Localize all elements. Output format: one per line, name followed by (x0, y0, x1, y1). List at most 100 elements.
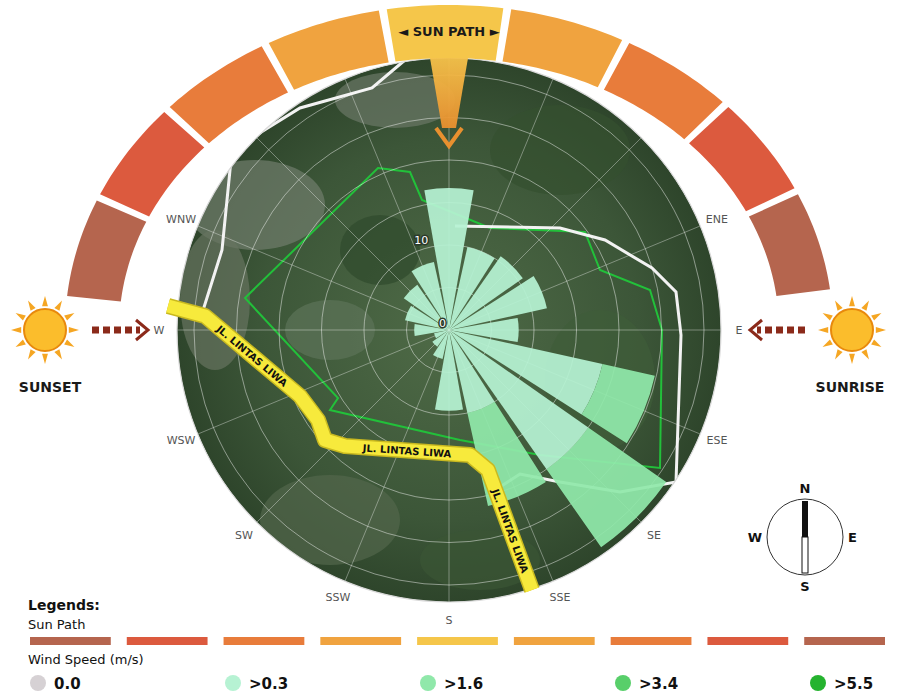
legend-label: Sun Path (28, 617, 85, 632)
legend-swatch (514, 637, 595, 645)
legend-swatch (420, 675, 436, 691)
petal (434, 333, 436, 338)
sun-arrow-head (750, 320, 762, 340)
petal (414, 324, 416, 336)
sun-icon (818, 296, 886, 364)
figure: JL. LINTAS LIWAJL. LINTAS LIWAJL. LINTAS… (0, 0, 897, 697)
petal (547, 428, 667, 548)
petal (412, 262, 434, 271)
legend-swatch (611, 637, 692, 645)
sun-path-label: ◄ SUN PATH ► (398, 24, 500, 39)
petal (414, 324, 416, 336)
petal (501, 256, 523, 278)
sun-ray (849, 354, 855, 364)
petal (518, 318, 519, 342)
sun-path-segment (604, 43, 723, 139)
petal (435, 410, 463, 411)
sun-ray (871, 339, 881, 347)
map-background (177, 58, 721, 602)
legend-swatch (30, 675, 46, 691)
petal (467, 247, 494, 258)
road-label: JL. LINTAS LIWA (214, 323, 290, 389)
direction-label: SW (235, 529, 253, 542)
petal (424, 188, 473, 190)
sun-path-segment (503, 9, 623, 87)
compass-label: N (800, 481, 811, 496)
sun-path-segment (100, 112, 204, 217)
road (168, 306, 532, 590)
sun-ray (11, 327, 21, 333)
sun-ray (818, 327, 828, 333)
petal (501, 256, 523, 278)
petal (435, 410, 463, 411)
sun-ray (16, 339, 26, 347)
petal (467, 247, 494, 258)
sun-ray (28, 301, 36, 311)
direction-label: E (736, 324, 743, 337)
direction-label: S (446, 614, 453, 627)
petal (433, 355, 443, 359)
sun-disc (831, 309, 873, 351)
sun-path (67, 5, 830, 302)
sun-ray (16, 313, 26, 321)
direction-label: WNW (166, 213, 196, 226)
sun-funnel (430, 58, 468, 128)
map-patch (340, 215, 420, 285)
petal (627, 376, 655, 444)
sun-ray (64, 339, 74, 347)
sun-ray (69, 327, 79, 333)
petal (435, 410, 463, 411)
petal (433, 355, 443, 359)
petal (501, 256, 523, 278)
road-edge (168, 306, 532, 590)
tick-label: 10 (414, 234, 428, 247)
legend-entry: >0.3 (249, 675, 288, 693)
petal (432, 342, 437, 347)
grid-spoke (449, 226, 700, 330)
sun-path-segment (170, 46, 288, 143)
petal (404, 285, 418, 299)
petal (434, 333, 436, 338)
legend-title: Wind Speed (m/s) (28, 652, 144, 667)
legend-swatch (810, 675, 826, 691)
sunrise-label: SUNRISE (816, 379, 885, 395)
legend-swatch (417, 637, 498, 645)
map-patch (260, 475, 400, 565)
site-boundary (245, 168, 662, 468)
sun-ray (54, 349, 62, 359)
sun-ray (835, 301, 843, 311)
grid-spoke (198, 226, 449, 330)
direction-label: SSE (550, 591, 571, 604)
grid-ring (194, 75, 704, 585)
sun-arrow (757, 327, 805, 334)
petal (412, 262, 434, 271)
petal (414, 324, 416, 336)
petal (433, 330, 449, 359)
sun-ray (42, 296, 48, 306)
petal (432, 330, 449, 347)
petal (405, 306, 411, 320)
axis-line (177, 58, 721, 602)
sun-ray (28, 349, 36, 359)
compass-box (745, 476, 867, 596)
sun-ray (876, 327, 886, 333)
petal (432, 342, 437, 347)
road-label: JL. LINTAS LIWA (489, 486, 530, 574)
petal (467, 247, 494, 258)
sun-arrow (436, 128, 462, 146)
sun-ray (54, 301, 62, 311)
petal (405, 306, 411, 320)
legend-swatch (320, 637, 401, 645)
direction-label: SE (647, 529, 661, 542)
petal (404, 285, 418, 299)
sun-path-segment (689, 107, 794, 211)
legend-swatch (225, 675, 241, 691)
petal (433, 355, 443, 359)
sun-arrow-head (136, 320, 148, 340)
compass-ring (767, 499, 843, 575)
petal (424, 188, 473, 190)
compass-label: E (848, 530, 857, 545)
petal (432, 342, 437, 347)
petal (534, 276, 547, 308)
compass: NESW (745, 476, 867, 596)
